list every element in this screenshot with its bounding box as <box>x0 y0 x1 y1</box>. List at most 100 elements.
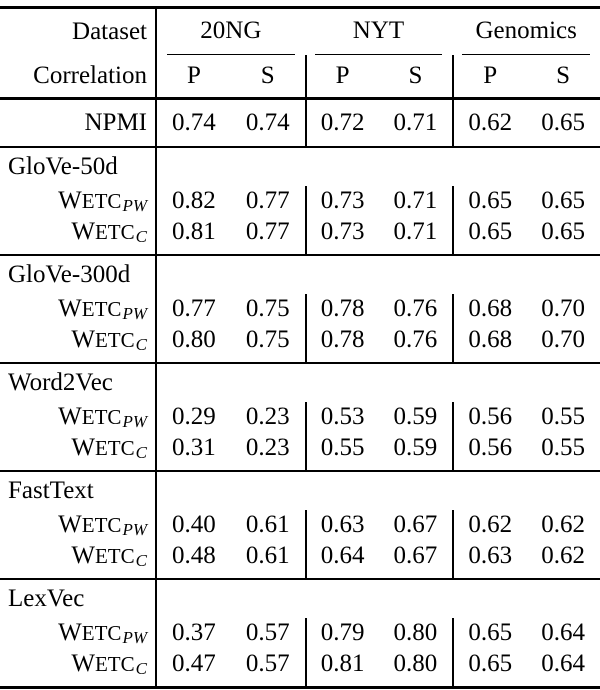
row-label: WETC PW <box>0 185 157 217</box>
row-label-base: WETC <box>71 542 135 569</box>
value-cell: 0.48 <box>172 542 216 569</box>
dataset-header-label: Dataset <box>0 9 157 55</box>
value-cell: 0.80 <box>393 650 438 677</box>
value-cell: 0.76 <box>393 295 438 322</box>
subcol-header: S <box>408 62 423 89</box>
value-cell: 0.71 <box>393 187 438 214</box>
row-label: WETC PW <box>0 509 157 541</box>
value-cell: 0.64 <box>304 540 379 572</box>
table-row: WETC PW 0.82 0.77 0.73 0.71 0.65 0.65 <box>0 185 600 217</box>
section-header-row: GloVe-50d <box>0 147 600 186</box>
row-label-subscript: PW <box>122 304 147 323</box>
value-cell: 0.72 <box>304 99 379 146</box>
row-label-subscript: PW <box>122 196 147 215</box>
row-label-base: WETC <box>58 295 122 322</box>
value-cell: 0.63 <box>452 540 526 572</box>
value-cell: 0.62 <box>452 99 526 146</box>
value-cell: 0.64 <box>541 650 585 677</box>
correlation-header-label: Correlation <box>0 55 157 97</box>
value-cell: 0.56 <box>452 432 526 464</box>
value-cell: 0.78 <box>304 324 379 356</box>
section-header-row: Word2Vec <box>0 363 600 402</box>
value-cell: 0.67 <box>393 511 438 538</box>
subcol-header: S <box>260 62 275 89</box>
value-cell: 0.79 <box>304 617 379 649</box>
section-header-row: FastText <box>0 471 600 510</box>
group-name-20ng: 20NG <box>200 17 262 45</box>
value-cell: 0.29 <box>172 403 216 430</box>
group-genomics: Genomics <box>452 9 600 55</box>
table-row: WETC C 0.81 0.77 0.73 0.71 0.65 0.65 <box>0 216 600 248</box>
row-label-subscript: PW <box>122 520 147 539</box>
value-cell: 0.77 <box>245 218 290 245</box>
value-cell: 0.82 <box>172 187 216 214</box>
value-cell: 0.77 <box>245 187 290 214</box>
subcol-header: P <box>304 55 379 97</box>
value-cell: 0.37 <box>172 619 216 646</box>
value-cell: 0.73 <box>304 216 379 248</box>
value-cell: 0.47 <box>172 650 216 677</box>
value-cell: 0.59 <box>393 403 438 430</box>
value-cell: 0.23 <box>245 434 290 461</box>
row-label-base: WETC <box>58 403 122 430</box>
value-cell: 0.65 <box>541 218 585 245</box>
value-cell: 0.62 <box>541 511 585 538</box>
value-cell: 0.65 <box>452 648 526 680</box>
value-cell: 0.73 <box>304 185 379 217</box>
value-cell: 0.76 <box>393 326 438 353</box>
value-cell: 0.78 <box>304 293 379 325</box>
bottom-rule <box>0 685 600 689</box>
value-cell: 0.57 <box>245 650 290 677</box>
value-cell: 0.65 <box>452 617 526 649</box>
table-row: WETC C 0.48 0.61 0.64 0.67 0.63 0.62 <box>0 540 600 572</box>
row-label-subscript: C <box>135 551 147 570</box>
subcol-header: S <box>556 62 571 89</box>
value-cell: 0.75 <box>245 326 290 353</box>
value-cell: 0.65 <box>452 216 526 248</box>
table-row: WETC C 0.80 0.75 0.78 0.76 0.68 0.70 <box>0 324 600 356</box>
section-header-row: LexVec <box>0 579 600 618</box>
value-cell: 0.64 <box>541 619 585 646</box>
value-cell: 0.59 <box>393 434 438 461</box>
value-cell: 0.62 <box>452 509 526 541</box>
row-label: WETC PW <box>0 293 157 325</box>
subcol-header: P <box>186 62 201 89</box>
value-cell: 0.61 <box>245 511 290 538</box>
group-20ng: 20NG <box>157 9 305 55</box>
row-label: NPMI <box>0 99 157 146</box>
value-cell: 0.31 <box>172 434 216 461</box>
value-cell: 0.71 <box>393 108 438 136</box>
row-label: WETC C <box>0 540 157 572</box>
row-label: WETC C <box>0 432 157 464</box>
section-rule <box>0 253 600 256</box>
table-row: WETC PW 0.77 0.75 0.78 0.76 0.68 0.70 <box>0 293 600 325</box>
top-rule <box>0 6 600 9</box>
row-spacer <box>0 679 600 686</box>
value-cell: 0.75 <box>245 295 290 322</box>
row-label-subscript: C <box>135 443 147 462</box>
section-header-row: GloVe-300d <box>0 255 600 294</box>
row-label-base: WETC <box>58 619 122 646</box>
value-cell: 0.74 <box>245 108 290 136</box>
section-name: Word2Vec <box>0 363 157 402</box>
value-cell: 0.56 <box>452 401 526 433</box>
section-name: LexVec <box>0 579 157 618</box>
value-cell: 0.70 <box>541 326 585 353</box>
value-cell: 0.62 <box>541 542 585 569</box>
table-row: WETC PW 0.29 0.23 0.53 0.59 0.56 0.55 <box>0 401 600 433</box>
table-row: WETC PW 0.37 0.57 0.79 0.80 0.65 0.64 <box>0 617 600 649</box>
header-row-datasets: Dataset 20NG NYT Genomics <box>0 9 600 55</box>
subcol-header: P <box>452 55 526 97</box>
row-label-subscript: PW <box>122 412 147 431</box>
value-cell: 0.70 <box>541 295 585 322</box>
value-cell: 0.55 <box>541 403 585 430</box>
value-cell: 0.81 <box>172 218 216 245</box>
row-label-base: WETC <box>71 650 135 677</box>
cmidrule-nyt <box>314 53 443 55</box>
value-cell: 0.68 <box>452 293 526 325</box>
value-cell: 0.80 <box>172 326 216 353</box>
group-nyt: NYT <box>305 9 453 55</box>
group-name-genomics: Genomics <box>475 17 577 45</box>
cmidrule-20ng <box>167 53 295 55</box>
section-name: GloVe-300d <box>0 255 157 294</box>
